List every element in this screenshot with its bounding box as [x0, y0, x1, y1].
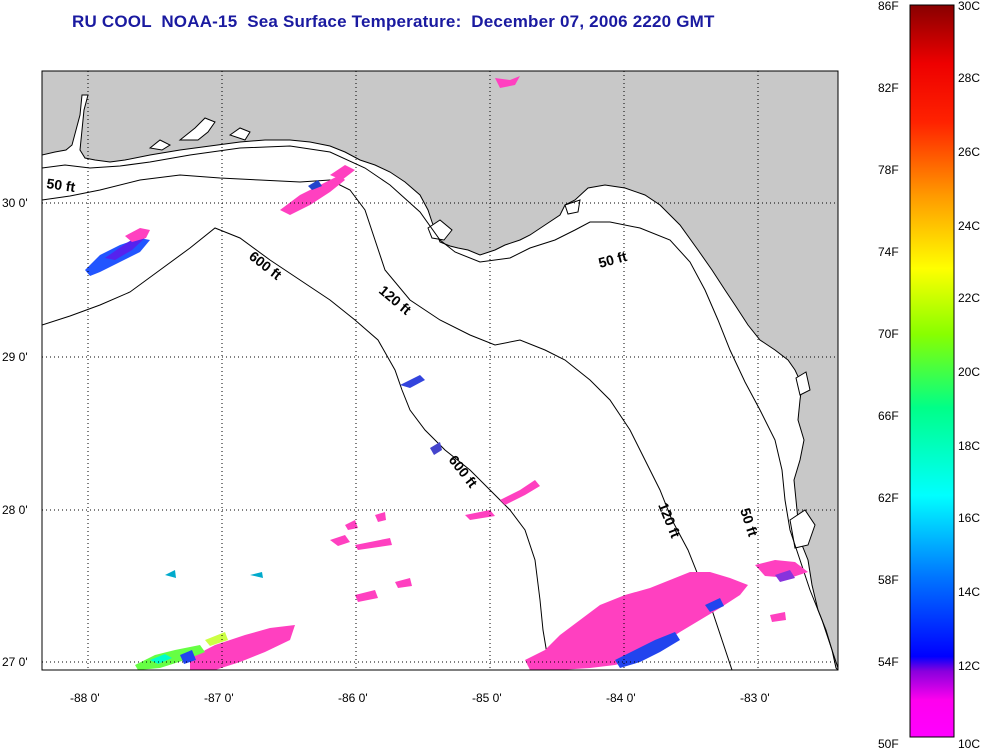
map-frame	[41, 70, 839, 671]
cb-c-label: 24C	[958, 219, 980, 233]
bay	[427, 219, 453, 241]
land-mass	[42, 71, 838, 670]
cb-c-label: 20C	[958, 365, 980, 379]
bay	[178, 117, 216, 141]
bay	[228, 127, 251, 141]
cb-c-label: 28C	[958, 71, 980, 85]
lat-tick: 28 0'	[2, 503, 28, 517]
lon-tick: -85 0'	[472, 691, 502, 705]
lon-tick: -83 0'	[740, 691, 770, 705]
cb-f-label: 62F	[878, 491, 899, 505]
lon-tick: -84 0'	[606, 691, 636, 705]
lat-tick: 30 0'	[2, 196, 28, 210]
colorbar-c-labels: 30C 28C 26C 24C 22C 20C 18C 16C 14C 12C …	[958, 0, 980, 751]
cb-c-label: 18C	[958, 439, 980, 453]
cb-f-label: 50F	[878, 737, 899, 751]
bay	[795, 371, 811, 396]
cb-c-label: 12C	[958, 659, 980, 673]
lon-tick: -88 0'	[70, 691, 100, 705]
cb-c-label: 22C	[958, 291, 980, 305]
cb-c-label: 30C	[958, 0, 980, 13]
colorbar-f-labels: 86F 82F 78F 74F 70F 66F 62F 58F 54F 50F	[878, 0, 899, 751]
sst-patches	[85, 76, 808, 670]
cb-f-label: 86F	[878, 0, 899, 13]
map-grid	[42, 71, 838, 670]
cb-c-label: 10C	[958, 737, 980, 751]
cb-f-label: 70F	[878, 327, 899, 341]
contour-120ft	[42, 174, 733, 670]
lat-tick: 27 0'	[2, 655, 28, 669]
contour-label-50ft-west: 50 ft	[46, 175, 77, 195]
cb-c-label: 26C	[958, 145, 980, 159]
cb-f-label: 82F	[878, 81, 899, 95]
cb-f-label: 54F	[878, 655, 899, 669]
lat-ticks: 30 0' 29 0' 28 0' 27 0'	[2, 196, 28, 669]
colorbar-gradient	[909, 4, 955, 738]
lon-ticks: -88 0' -87 0' -86 0' -85 0' -84 0' -83 0…	[70, 691, 770, 705]
contour-600ft	[42, 227, 553, 670]
cb-c-label: 14C	[958, 585, 980, 599]
colorbar: 86F 82F 78F 74F 70F 66F 62F 58F 54F 50F …	[878, 0, 980, 751]
cb-c-label: 16C	[958, 511, 980, 525]
cb-f-label: 78F	[878, 163, 899, 177]
cb-f-label: 66F	[878, 409, 899, 423]
cb-f-label: 74F	[878, 245, 899, 259]
contour-label-50ft-east: 50 ft	[597, 248, 629, 271]
lon-tick: -87 0'	[204, 691, 234, 705]
lon-tick: -86 0'	[338, 691, 368, 705]
lat-tick: 29 0'	[2, 350, 28, 364]
bay	[564, 199, 581, 215]
contour-50ft	[42, 145, 838, 669]
bay	[148, 139, 172, 151]
map-title: RU COOL NOAA-15 Sea Surface Temperature:…	[72, 12, 715, 31]
cb-f-label: 58F	[878, 573, 899, 587]
